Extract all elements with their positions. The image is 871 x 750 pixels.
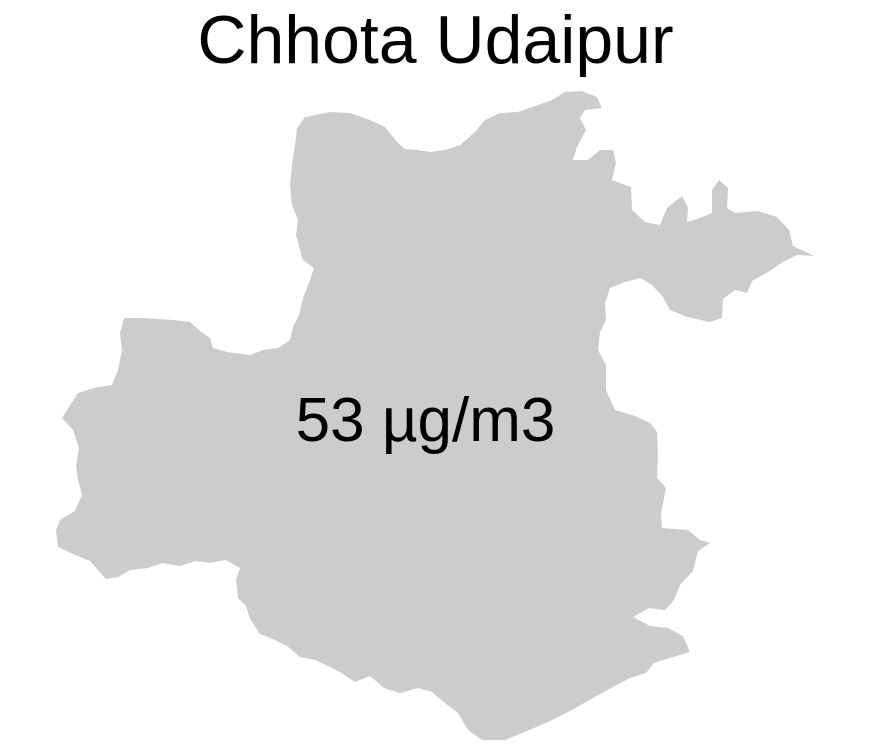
- region-value-label: 53 µg/m3: [295, 386, 556, 455]
- district-region: [56, 91, 814, 740]
- enclave-cutout: [188, 253, 302, 345]
- map-title: Chhota Udaipur: [197, 2, 674, 78]
